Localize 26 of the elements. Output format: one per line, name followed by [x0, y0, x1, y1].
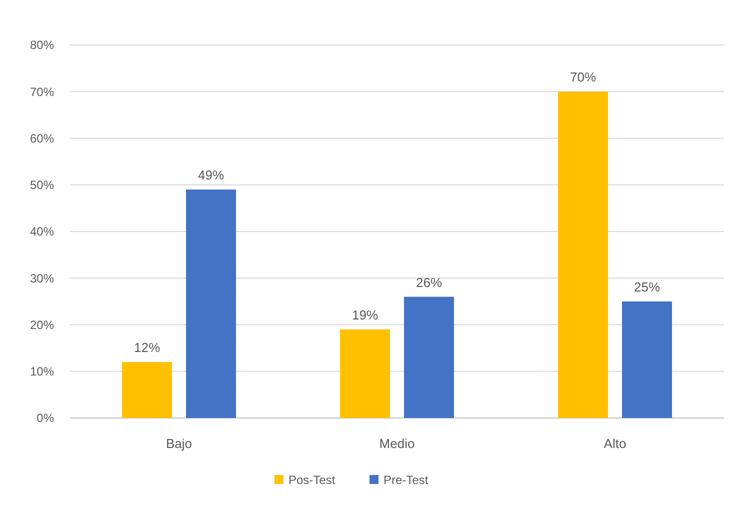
data-label: 12%	[134, 340, 160, 356]
data-label: 25%	[634, 279, 660, 294]
x-tick-label: Bajo	[166, 436, 192, 451]
y-tick-label: 10%	[30, 364, 54, 379]
legend-label: Pos-Test	[288, 473, 336, 488]
x-tick-label: Alto	[604, 436, 626, 451]
legend-label: Pre-Test	[384, 473, 429, 488]
data-label: 49%	[198, 168, 224, 183]
bar	[122, 362, 172, 418]
y-tick-label: 40%	[30, 224, 54, 239]
x-tick-label: Medio	[379, 436, 415, 451]
data-label: 19%	[352, 307, 378, 322]
data-label: 26%	[416, 274, 442, 290]
bar	[404, 296, 454, 418]
bar	[340, 329, 390, 418]
y-tick-label: 20%	[30, 318, 54, 332]
y-tick-label: 30%	[30, 271, 54, 286]
data-label: 70%	[570, 70, 596, 85]
y-tick-label: 80%	[30, 38, 54, 52]
y-tick-label: 70%	[30, 84, 54, 99]
y-tick-label: 0%	[36, 411, 54, 426]
bar	[186, 190, 236, 418]
y-tick-label: 50%	[30, 178, 54, 192]
bar	[622, 301, 672, 418]
y-tick-label: 60%	[30, 131, 54, 146]
bar	[558, 92, 608, 418]
